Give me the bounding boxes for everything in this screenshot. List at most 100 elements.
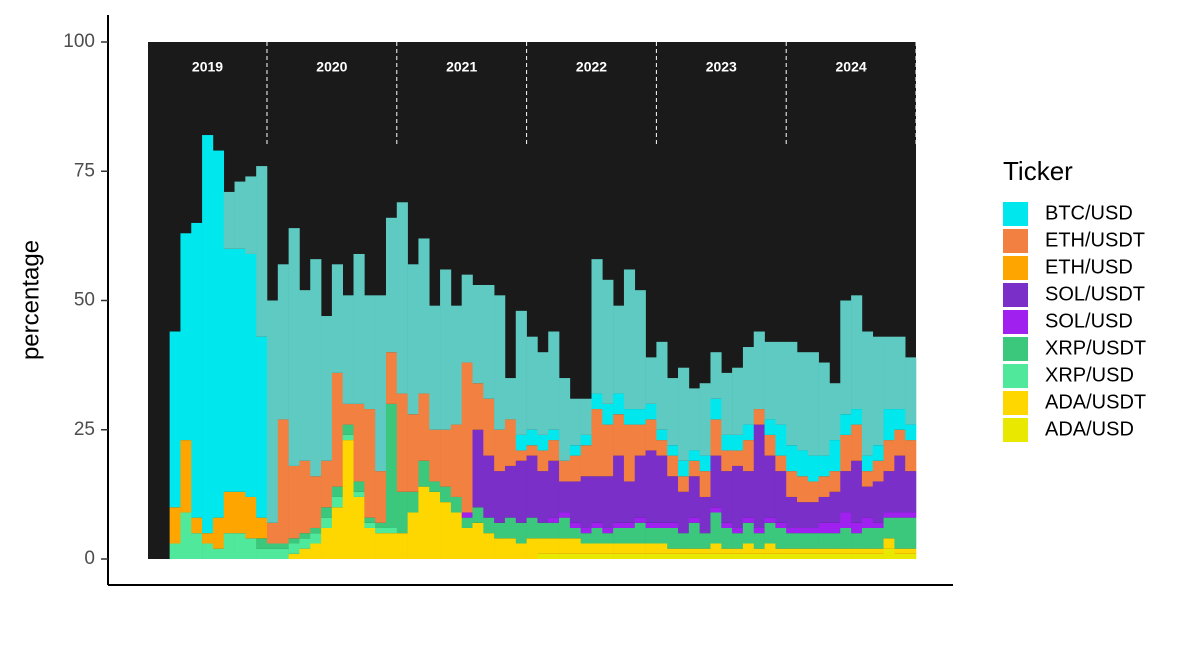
bar-segment xyxy=(742,517,755,523)
bar-segment xyxy=(223,491,235,534)
bar-segment xyxy=(905,512,917,518)
y-axis-title: percentage xyxy=(17,240,44,360)
bar-segment xyxy=(883,409,895,441)
bar-segment xyxy=(396,533,408,559)
legend-title: Ticker xyxy=(1003,156,1073,186)
bar-segment xyxy=(732,450,744,466)
bar-segment xyxy=(678,491,690,534)
bar-segment xyxy=(440,486,452,503)
bar-segment xyxy=(256,517,268,539)
bar-segment xyxy=(591,409,603,477)
bar-segment xyxy=(494,471,506,523)
bar-segment xyxy=(753,533,765,549)
bar-segment xyxy=(580,543,592,554)
bar-segment xyxy=(310,527,322,534)
bar-segment xyxy=(861,527,874,549)
bar-segment xyxy=(407,414,419,492)
bar-segment xyxy=(894,553,906,559)
bar-segment xyxy=(202,135,214,534)
bar-segment xyxy=(840,527,852,549)
bar-segment xyxy=(364,295,376,410)
legend-label: BTC/USD xyxy=(1045,202,1133,224)
bar-segment xyxy=(245,253,257,497)
bar-segment xyxy=(710,507,722,513)
bar-segment xyxy=(331,486,344,497)
bar-segment xyxy=(385,352,398,404)
bar-segment xyxy=(591,553,603,559)
bar-segment xyxy=(169,331,181,508)
bar-segment xyxy=(613,305,625,394)
bar-segment xyxy=(494,429,506,472)
bar-segment xyxy=(807,455,819,482)
bar-segment xyxy=(634,290,646,410)
bar-segment xyxy=(786,496,798,528)
bar-segment xyxy=(710,398,722,420)
bar-segment xyxy=(775,471,787,523)
bar-segment xyxy=(223,533,235,559)
bar-segment xyxy=(331,496,344,508)
bar-segment xyxy=(807,352,819,456)
bar-segment xyxy=(266,543,279,549)
bar-segment xyxy=(277,419,289,544)
bar-segment xyxy=(321,527,333,559)
bar-segment xyxy=(667,527,679,549)
bar-segment xyxy=(732,527,744,534)
bar-segment xyxy=(634,543,646,554)
bar-segment xyxy=(537,538,549,554)
bar-segment xyxy=(786,471,798,497)
bar-segment xyxy=(623,553,636,559)
legend-label: SOL/USD xyxy=(1045,310,1133,332)
facet-label: 2021 xyxy=(446,59,477,75)
bar-segment xyxy=(396,393,408,492)
bar-segment xyxy=(537,352,549,435)
bar-segment xyxy=(266,548,279,559)
bar-segment xyxy=(797,476,809,503)
facet-label: 2024 xyxy=(836,59,867,75)
bar-segment xyxy=(548,538,560,554)
bar-segment xyxy=(894,548,906,554)
bar-segment xyxy=(656,522,668,528)
bar-segment xyxy=(613,455,625,523)
bar-segment xyxy=(732,548,744,554)
legend-label: ADA/USD xyxy=(1045,418,1134,440)
bar-segment xyxy=(840,414,852,435)
bar-segment xyxy=(807,548,819,554)
bar-segment xyxy=(310,259,322,477)
legend-swatch xyxy=(1003,229,1028,253)
bar-segment xyxy=(321,507,333,518)
bar-segment xyxy=(602,403,614,425)
bar-segment xyxy=(732,553,744,559)
bar-segment xyxy=(894,429,906,456)
bar-segment xyxy=(299,538,311,549)
bar-segment xyxy=(299,548,311,559)
bar-segment xyxy=(472,383,484,430)
y-tick-label: 100 xyxy=(63,31,95,52)
bar-segment xyxy=(764,553,776,559)
bar-segment xyxy=(851,553,863,559)
bar-segment xyxy=(634,522,646,544)
legend-label: ETH/USDT xyxy=(1045,229,1145,251)
bar-segment xyxy=(375,471,387,523)
bar-segment xyxy=(721,450,733,472)
bar-segment xyxy=(742,424,755,441)
bar-segment xyxy=(818,362,830,456)
bar-segment xyxy=(742,543,755,554)
bar-segment xyxy=(407,264,419,415)
bar-segment xyxy=(667,553,679,559)
y-tick-label: 0 xyxy=(84,548,95,569)
bar-segment xyxy=(429,481,441,492)
bar-segment xyxy=(537,450,549,472)
bar-segment xyxy=(191,222,203,518)
bar-segment xyxy=(569,527,581,539)
bar-segment xyxy=(753,331,765,410)
bar-segment xyxy=(829,522,841,534)
bar-segment xyxy=(699,548,711,554)
bar-segment xyxy=(699,553,711,559)
bar-segment xyxy=(851,409,863,425)
bar-segment xyxy=(223,191,235,249)
bar-segment xyxy=(396,491,408,534)
bar-segment xyxy=(829,440,841,472)
bar-segment xyxy=(569,553,581,559)
bar-segment xyxy=(331,264,344,373)
bar-segment xyxy=(548,429,560,441)
